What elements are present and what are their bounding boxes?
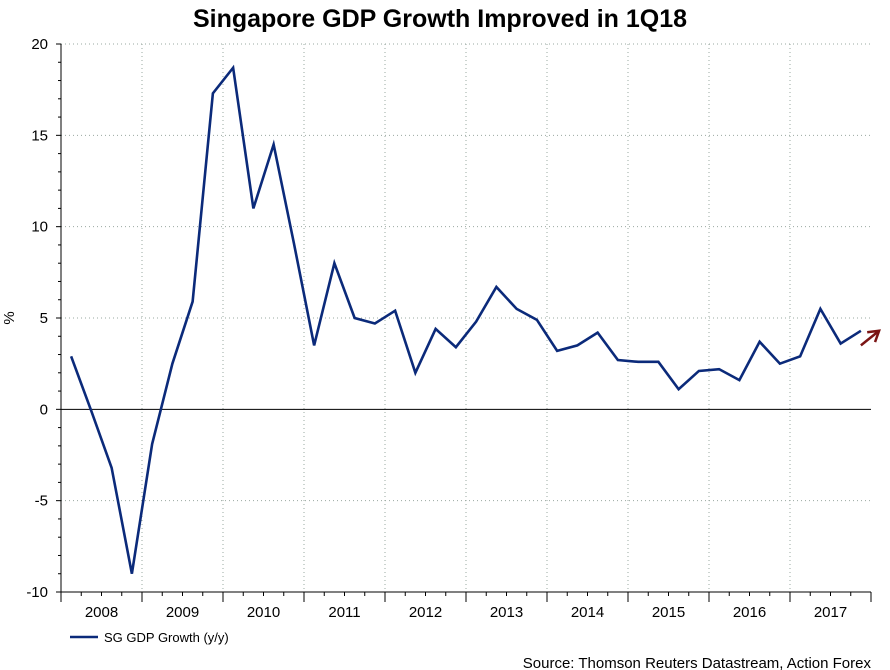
x-tick-label: 2010 [247,604,280,621]
x-tick-label: 2014 [571,604,604,621]
x-tick-label: 2012 [409,604,442,621]
chart-title: Singapore GDP Growth Improved in 1Q18 [193,5,687,33]
y-axis: 20 15 10 5 0 -5 -10 [26,36,61,601]
x-tick-label: 2011 [328,604,360,621]
x-tick-label: 2015 [652,604,685,621]
y-tick-label: 15 [31,127,48,144]
legend: SG GDP Growth (y/y) [70,630,229,645]
y-tick-label: 0 [40,401,48,418]
x-tick-label: 2016 [733,604,766,621]
annotation-group [860,329,881,347]
y-tick-label: 20 [31,36,48,53]
grid [61,43,871,592]
series-group [69,64,862,574]
trend-arrow-head [867,329,881,343]
y-tick-label: 10 [31,219,48,236]
x-tick-label: 2017 [814,604,847,621]
legend-label: SG GDP Growth (y/y) [104,630,229,645]
y-axis-label: % [1,311,18,324]
x-tick-label: 2009 [166,604,199,621]
x-axis: 2008 2009 2010 2011 2012 2013 2014 2015 2016 2017 [60,592,872,621]
x-tick-label: 2013 [490,604,523,621]
y-tick-label: 5 [40,310,48,327]
series-line-gdp-growth [69,64,862,574]
trend-arrow-shaft [860,329,880,347]
x-tick-label: 2008 [85,604,118,621]
y-tick-label: -5 [35,493,48,510]
y-tick-label: -10 [26,584,48,601]
source-note: Source: Thomson Reuters Datastream, Acti… [523,655,872,670]
